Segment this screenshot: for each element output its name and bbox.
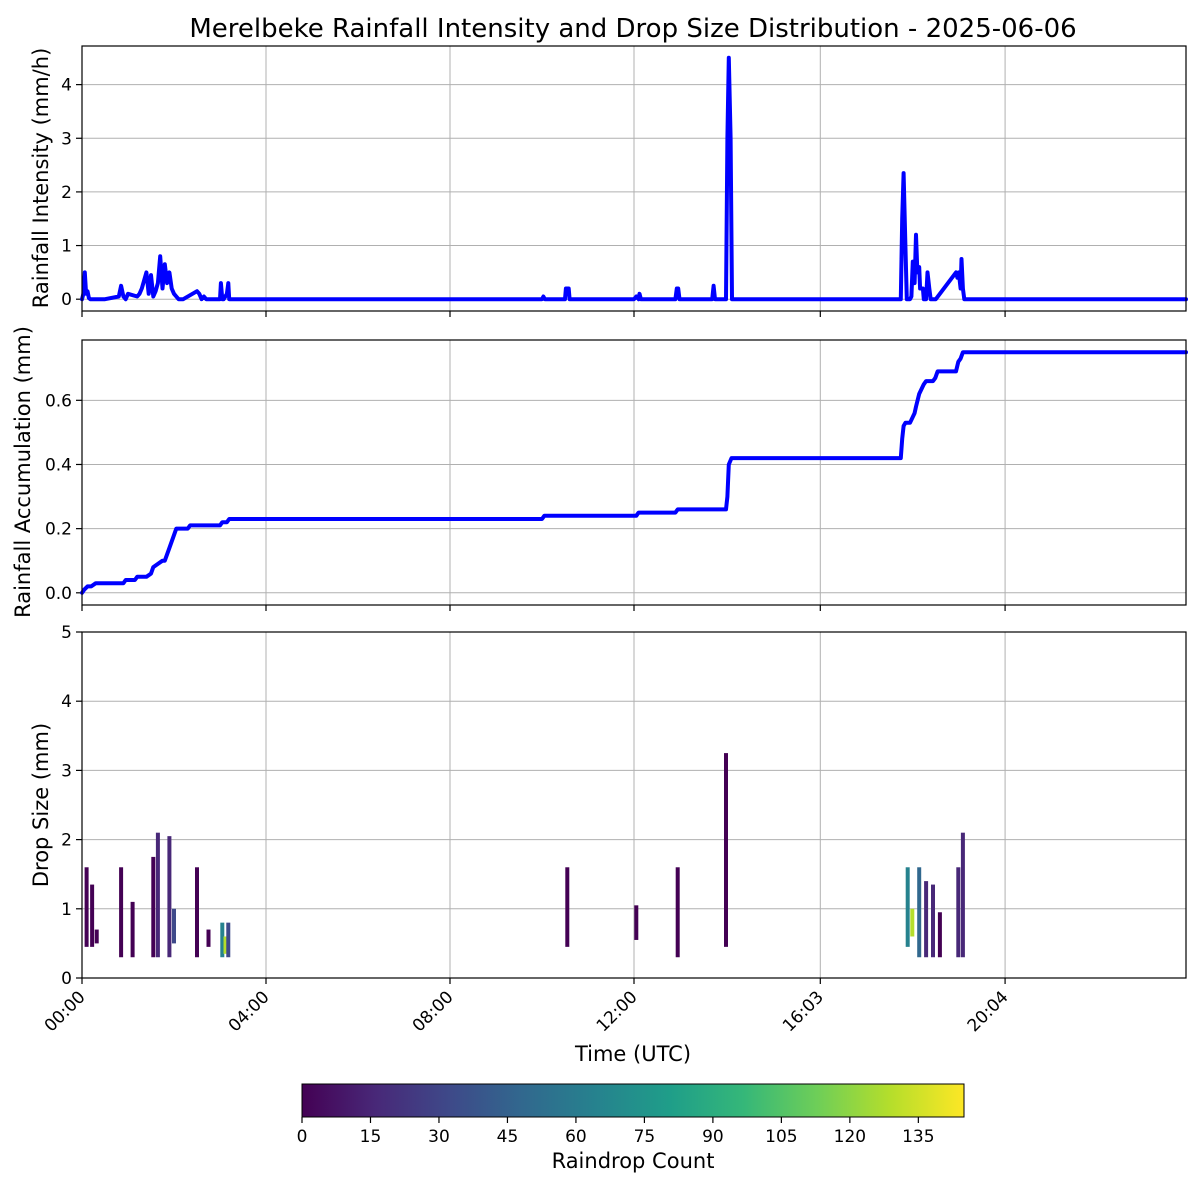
series-line — [80, 350, 1188, 595]
drop-size-column — [155, 832, 160, 958]
drop-size-column — [119, 867, 124, 958]
drop-size-column — [924, 881, 929, 958]
drop-size-column — [172, 908, 176, 944]
drop-size-column — [226, 922, 231, 958]
drop-size-column — [956, 867, 961, 958]
colorbar-tick-label: 75 — [634, 1127, 656, 1147]
drop-size-column — [675, 867, 680, 958]
axes-frame — [81, 631, 1187, 979]
drop-size-ylabel: Drop Size (mm) — [29, 723, 53, 887]
drop-size-column — [565, 867, 570, 947]
y-tick-label: 0.4 — [45, 455, 72, 475]
axes-frame — [81, 45, 1187, 312]
series-line — [80, 55, 1188, 302]
x-tick-label: 20:04 — [964, 987, 1013, 1036]
drop-size-column — [223, 936, 228, 954]
y-tick-label: 3 — [61, 761, 72, 781]
drop-size-column — [84, 867, 89, 947]
colorbar-tick-label: 105 — [765, 1127, 797, 1147]
drop-size-panel: 0 1 2 3 4 5 00:00 04:00 08:00 12:00 16:03 20:04 — [41, 623, 1187, 1036]
drop-size-column — [917, 867, 922, 958]
colorbar-tick-label: 30 — [428, 1127, 450, 1147]
intensity-panel: 0 1 2 3 4 — [61, 45, 1188, 317]
drop-size-column — [130, 901, 135, 958]
y-tick-label: 1 — [61, 237, 72, 257]
axes-frame — [81, 339, 1187, 606]
x-tick-label: 08:00 — [409, 987, 458, 1036]
drop-size-column — [195, 867, 199, 958]
drop-size-column — [937, 912, 942, 958]
colorbar-tick-label: 135 — [902, 1127, 934, 1147]
drop-size-column — [90, 884, 95, 947]
x-tick-label: 12:00 — [593, 987, 642, 1036]
colorbar-tick-label: 90 — [702, 1127, 724, 1147]
time-xlabel: Time (UTC) — [574, 1042, 691, 1066]
drop-size-column — [905, 867, 910, 947]
y-tick-label: 4 — [61, 692, 72, 712]
y-tick-label: 0 — [61, 969, 72, 989]
y-tick-label: 3 — [61, 129, 72, 149]
y-tick-label: 5 — [61, 623, 72, 643]
y-tick-label: 0.2 — [45, 520, 72, 540]
drop-size-column — [206, 929, 211, 947]
x-tick-label: 16:03 — [779, 987, 828, 1036]
drop-size-column — [910, 908, 915, 937]
y-tick-label: 1 — [61, 900, 72, 920]
colorbar-tick-label: 15 — [360, 1127, 382, 1147]
colorbar-tick-label: 0 — [297, 1127, 308, 1147]
drop-size-column — [634, 905, 639, 940]
y-tick-label: 2 — [61, 831, 72, 851]
drop-size-column — [724, 753, 728, 947]
drop-size-column — [960, 832, 965, 958]
y-tick-label: 2 — [61, 183, 72, 203]
y-tick-label: 4 — [61, 76, 72, 96]
colorbar-tick-label: 45 — [497, 1127, 519, 1147]
intensity-ylabel: Rainfall Intensity (mm/h) — [29, 48, 53, 309]
drop-size-column — [167, 836, 172, 958]
x-tick-label: 04:00 — [225, 987, 274, 1036]
drop-size-column — [151, 856, 156, 958]
colorbar: 0 15 30 45 60 75 90 105 120 135 — [297, 1083, 965, 1147]
colorbar-gradient — [301, 1083, 965, 1118]
accumulation-ylabel: Rainfall Accumulation (mm) — [11, 326, 35, 618]
colorbar-tick-label: 60 — [565, 1127, 587, 1147]
drop-size-column — [220, 922, 225, 958]
y-tick-label: 0.6 — [45, 391, 72, 411]
x-tick-label: 00:00 — [41, 987, 90, 1036]
y-tick-label: 0 — [61, 290, 72, 310]
chart-title: Merelbeke Rainfall Intensity and Drop Si… — [189, 14, 1076, 44]
y-tick-label: 0.0 — [45, 584, 72, 604]
drop-size-column — [931, 884, 935, 958]
colorbar-tick-label: 120 — [834, 1127, 866, 1147]
drop-size-column — [94, 929, 99, 944]
colorbar-label: Raindrop Count — [552, 1149, 715, 1173]
accumulation-panel: 0.0 0.2 0.4 0.6 — [45, 339, 1188, 611]
